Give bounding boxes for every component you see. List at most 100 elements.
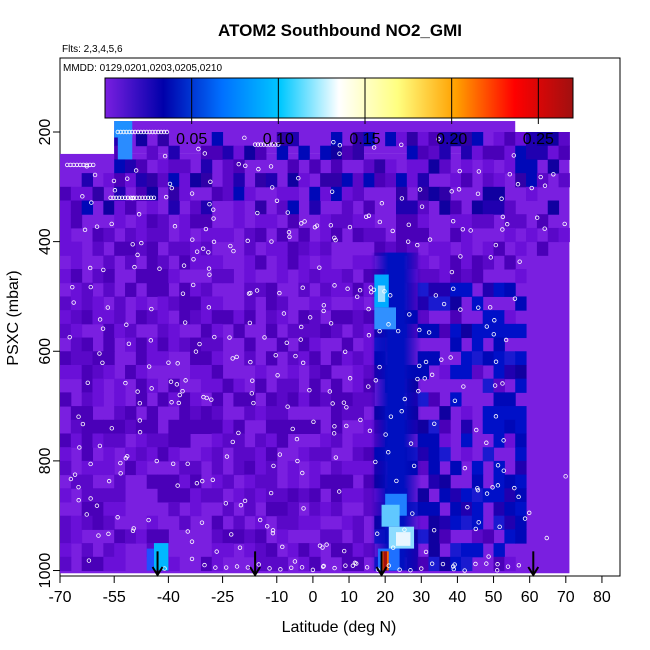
track-point xyxy=(148,195,154,200)
heatmap-cell xyxy=(439,255,451,270)
heatmap-cell xyxy=(330,323,343,339)
heatmap-cell xyxy=(103,323,115,339)
track-point xyxy=(350,563,356,568)
heatmap-cell xyxy=(146,529,159,544)
heatmap-cell xyxy=(439,159,451,174)
heatmap-cell xyxy=(526,132,538,147)
heatmap-cell xyxy=(515,214,527,229)
heatmap-cell xyxy=(309,351,321,366)
heatmap-cell xyxy=(298,282,310,297)
track-point xyxy=(406,222,411,228)
heatmap-cell xyxy=(70,186,83,202)
track-point xyxy=(97,351,102,356)
track-point xyxy=(167,181,173,187)
heatmap-cell xyxy=(190,241,202,256)
heatmap-cell xyxy=(482,173,495,188)
heatmap-cell xyxy=(352,310,364,325)
heatmap-cell xyxy=(60,269,72,284)
track-point xyxy=(474,427,479,433)
y-axis-label: PSXC (mbar) xyxy=(5,270,22,365)
heatmap-cell xyxy=(493,351,505,366)
heatmap-cell xyxy=(265,433,278,448)
track-point xyxy=(132,264,137,270)
heatmap-cell xyxy=(265,488,278,503)
heatmap-cell xyxy=(81,200,94,215)
heatmap-cell xyxy=(287,502,299,517)
heatmap-cell xyxy=(114,323,126,339)
track-point xyxy=(214,549,219,554)
heatmap-cell xyxy=(320,296,332,311)
heatmap-cell xyxy=(200,337,213,352)
heatmap-cell xyxy=(493,186,505,202)
heatmap-cell xyxy=(450,502,462,517)
colorbar: 0.05 0.10 0.15 0.20 0.25 xyxy=(104,77,574,148)
track-point xyxy=(122,195,128,200)
track-point xyxy=(115,515,120,520)
track-point xyxy=(300,360,306,366)
heatmap-cell xyxy=(60,447,72,462)
heatmap-cell xyxy=(330,543,343,558)
heatmap-cell xyxy=(157,323,169,339)
heatmap-cell xyxy=(211,269,224,284)
track-point xyxy=(153,129,158,135)
track-point xyxy=(145,195,151,200)
track-point xyxy=(193,349,199,354)
track-point xyxy=(242,135,247,141)
heatmap-cell xyxy=(287,378,299,393)
track-point xyxy=(460,227,465,232)
heatmap-cell xyxy=(60,241,72,256)
heatmap-cell xyxy=(352,378,364,393)
track-point xyxy=(299,324,304,330)
track-point xyxy=(267,142,272,147)
heatmap-cell xyxy=(352,515,364,530)
heatmap-cell xyxy=(222,529,234,544)
track-point xyxy=(517,259,522,264)
heatmap-cell xyxy=(92,488,104,503)
heatmap-cell xyxy=(103,364,115,380)
heatmap-cell xyxy=(222,145,234,160)
heatmap-cell xyxy=(558,227,570,243)
heatmap-cell xyxy=(179,227,191,243)
track-point xyxy=(344,423,349,429)
heatmap-cell xyxy=(244,474,256,489)
heatmap-cell xyxy=(493,515,505,530)
heatmap-cell xyxy=(114,173,126,188)
track-point xyxy=(106,531,111,537)
track-point xyxy=(397,567,402,572)
heatmap-cell xyxy=(276,255,289,270)
track-point xyxy=(512,296,518,301)
heatmap-cell xyxy=(504,529,516,544)
track-point xyxy=(261,142,266,147)
heatmap-cell xyxy=(515,323,527,339)
track-point xyxy=(80,421,86,427)
track-point xyxy=(317,543,323,548)
heatmap-cell xyxy=(190,255,202,270)
track-point xyxy=(366,213,372,218)
track-point xyxy=(337,143,343,148)
track-point xyxy=(284,340,289,346)
track-point xyxy=(511,153,517,158)
heatmap-cell xyxy=(504,556,516,572)
heatmap-cell xyxy=(81,488,94,503)
heatmap-cell xyxy=(547,227,560,243)
heatmap-cell xyxy=(396,173,408,188)
track-point xyxy=(461,384,466,389)
colorbar-tick-label: 0.20 xyxy=(436,131,467,148)
track-point xyxy=(206,305,212,310)
track-point xyxy=(505,222,510,227)
heatmap-cell xyxy=(125,323,137,339)
track-point xyxy=(85,380,90,386)
heatmap-cell xyxy=(222,269,234,284)
track-point xyxy=(450,218,456,224)
heatmap-cell xyxy=(81,543,94,558)
track-point xyxy=(77,445,82,450)
track-point xyxy=(486,554,491,559)
track-point xyxy=(497,524,502,530)
heatmap-cell xyxy=(70,433,83,448)
heatmap-cell xyxy=(179,241,191,256)
heatmap-cell xyxy=(255,488,267,503)
heatmap-cell xyxy=(504,255,516,270)
heatmap-cell xyxy=(222,227,234,243)
heatmap-cell xyxy=(396,214,408,229)
track-point xyxy=(238,502,244,508)
